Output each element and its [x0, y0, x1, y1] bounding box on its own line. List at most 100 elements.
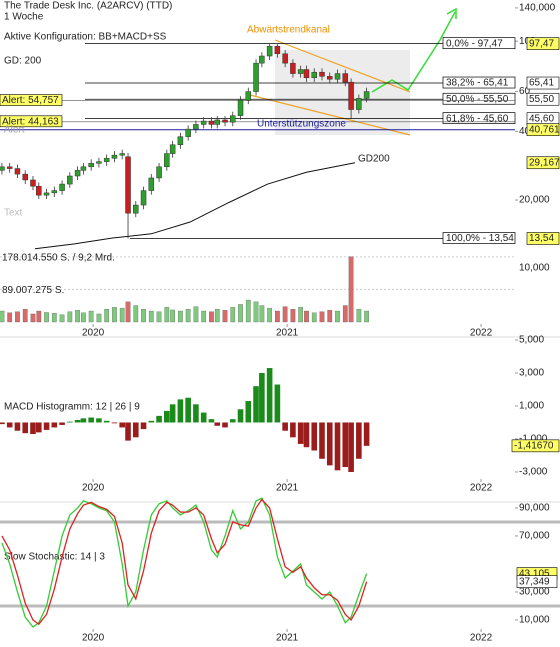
bar — [169, 404, 176, 423]
bar — [334, 422, 341, 471]
bar — [88, 417, 94, 423]
candle-body — [282, 53, 288, 64]
bar — [44, 312, 49, 323]
y-tick-label: 40 — [519, 126, 531, 137]
bar — [185, 397, 191, 423]
candle-body — [111, 154, 118, 159]
candle-body — [363, 91, 370, 99]
bar — [177, 399, 184, 423]
bar — [125, 301, 131, 323]
bar — [319, 311, 325, 323]
candle-body — [169, 144, 176, 154]
candle-body — [200, 120, 207, 125]
bar — [201, 310, 207, 323]
y-tick-label: 30,000 — [519, 587, 550, 598]
candle-body — [51, 190, 58, 194]
y-tick-label: 10,000 — [519, 615, 550, 626]
bar — [156, 415, 162, 423]
bar — [335, 310, 340, 323]
y-tick-label: 70,000 — [519, 531, 550, 542]
bar — [303, 422, 310, 448]
candle-body — [208, 120, 215, 125]
bar — [178, 310, 183, 323]
candle-body — [177, 136, 184, 146]
bar — [282, 306, 288, 323]
bar — [200, 412, 207, 423]
price-box — [526, 92, 560, 106]
x-tick-label: 2022 — [470, 328, 493, 339]
bar — [119, 307, 125, 323]
candle-body — [311, 71, 317, 79]
y-tick-label: 90,000 — [519, 503, 550, 514]
stoch-line — [1, 498, 368, 626]
ma-name: GD200 — [358, 153, 390, 164]
right-label: 10,000 — [519, 263, 550, 274]
candle-body — [266, 45, 273, 57]
bar — [356, 422, 362, 459]
price-box-label: 55,50 — [529, 94, 554, 105]
alert-box — [0, 94, 63, 106]
bar — [30, 313, 36, 323]
bar — [51, 422, 58, 428]
candle-body — [36, 185, 42, 196]
candle-body — [156, 166, 162, 179]
bar — [266, 368, 273, 423]
bar — [267, 307, 272, 323]
x-tick-label: 2022 — [470, 633, 493, 644]
stoch-line — [1, 497, 368, 628]
bar — [112, 307, 117, 323]
bar — [222, 422, 228, 428]
bar — [259, 372, 265, 423]
last-box — [511, 439, 560, 453]
price-box-label: 45,60 — [529, 113, 554, 124]
bar — [214, 309, 220, 323]
bar — [348, 256, 354, 323]
candle-body — [297, 69, 304, 74]
candle-body — [0, 166, 5, 171]
candle-body — [334, 73, 341, 80]
price-box-label: 40,761 — [529, 124, 560, 135]
y-tick-label: 3,000 — [519, 368, 544, 379]
candle-body — [327, 76, 333, 80]
bar — [67, 311, 73, 323]
candle-body — [237, 99, 244, 116]
x-tick-label: 2020 — [82, 633, 105, 644]
level-box — [442, 37, 516, 50]
bar — [222, 310, 228, 323]
bar — [304, 310, 309, 323]
alert-box — [0, 115, 63, 128]
alert-label: Alert: 54,757 — [2, 95, 59, 106]
bar — [193, 404, 199, 423]
level-label: 38,2% - 65,41 — [446, 78, 509, 89]
bar — [245, 299, 251, 323]
candle-body — [259, 55, 265, 64]
candle-body — [185, 128, 191, 137]
bar — [229, 419, 236, 423]
bar — [22, 422, 29, 434]
bar — [59, 422, 65, 425]
price-box-label: 29,167 — [529, 157, 560, 168]
y-tick-label: -3,000 — [519, 467, 548, 478]
bar — [253, 301, 259, 323]
candle-body — [14, 168, 21, 175]
chart-title: The Trade Desk Inc. (A2ARCV) (TTD) — [4, 1, 172, 12]
price-box — [526, 76, 560, 90]
candle-body — [214, 119, 221, 125]
candle-body — [274, 45, 281, 55]
bar — [164, 307, 170, 323]
bar — [342, 305, 348, 323]
bar — [30, 422, 36, 435]
level-box — [442, 232, 516, 244]
candle-body — [119, 153, 125, 156]
channel-label: Abwärtstrendkanal — [247, 25, 330, 36]
y-tick-label: 60 — [519, 86, 531, 97]
bar — [164, 410, 170, 423]
level-label: 61,8% - 45,60 — [446, 113, 509, 124]
price-box-label: 65,41 — [529, 78, 554, 89]
x-tick-label: 2021 — [276, 633, 299, 644]
bar — [132, 422, 139, 438]
bar — [140, 422, 147, 430]
stoch-label: Slow Stochastic: 14 | 3 — [4, 552, 105, 563]
candle-body — [74, 170, 81, 177]
bar — [214, 422, 221, 426]
